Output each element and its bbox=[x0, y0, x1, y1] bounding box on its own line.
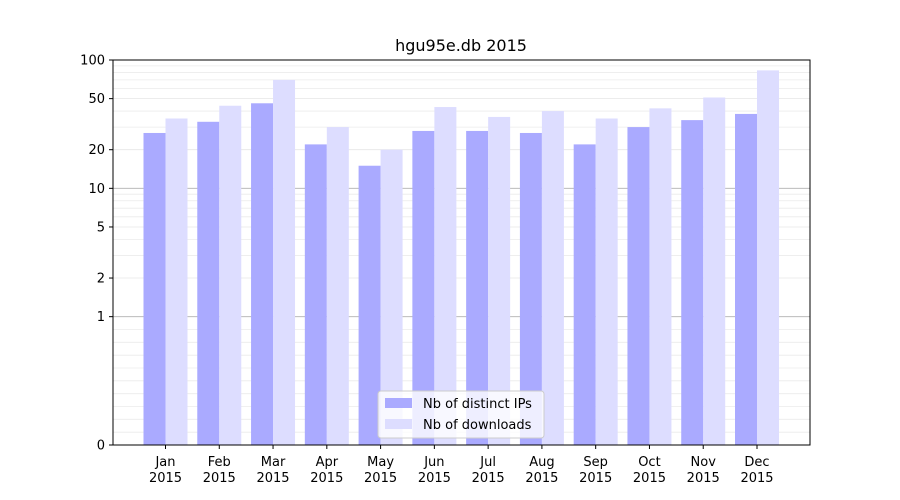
x-tick-label: 2015 bbox=[310, 471, 343, 486]
x-tick-label: Mar bbox=[261, 455, 286, 470]
bar-downloads bbox=[703, 97, 726, 445]
x-tick-label: 2015 bbox=[418, 471, 451, 486]
x-tick-label: 2015 bbox=[525, 471, 558, 486]
y-tick-label: 2 bbox=[97, 272, 105, 287]
x-tick-label: Jun bbox=[423, 455, 444, 470]
legend-box bbox=[377, 390, 545, 439]
x-tick-label: Nov bbox=[691, 455, 717, 470]
x-tick-label: 2015 bbox=[740, 471, 773, 486]
y-tick-label: 100 bbox=[80, 54, 105, 69]
chart-title: hgu95e.db 2015 bbox=[395, 36, 527, 55]
bar-distinct-ips bbox=[143, 132, 166, 446]
bar-downloads bbox=[757, 70, 779, 445]
x-tick-label: Jan bbox=[154, 455, 175, 470]
bar-distinct-ips bbox=[735, 113, 757, 446]
y-tick-label: 20 bbox=[88, 143, 105, 158]
x-tick-label: 2015 bbox=[364, 471, 397, 486]
bar-distinct-ips bbox=[251, 103, 274, 445]
bar-distinct-ips bbox=[681, 120, 704, 446]
x-tick-label: Aug bbox=[529, 455, 554, 470]
x-tick-label: Apr bbox=[316, 455, 339, 470]
legend: Nb of distinct IPs Nb of downloads bbox=[377, 390, 545, 439]
bar-downloads bbox=[595, 118, 618, 446]
bar-distinct-ips bbox=[304, 144, 327, 445]
bar-distinct-ips bbox=[358, 165, 381, 445]
bar-downloads bbox=[488, 116, 511, 446]
bar-downloads bbox=[326, 127, 349, 445]
bar-distinct-ips bbox=[197, 121, 220, 445]
x-tick-label: 2015 bbox=[203, 471, 236, 486]
x-tick-label: Oct bbox=[638, 455, 660, 470]
y-tick-label: 10 bbox=[88, 182, 105, 197]
bar-downloads bbox=[434, 107, 457, 446]
legend-label: Nb of downloads bbox=[423, 418, 532, 433]
x-axis: Jan2015Feb2015Mar2015Apr2015May2015Jun20… bbox=[149, 445, 774, 486]
bar-distinct-ips bbox=[412, 130, 435, 445]
bar-distinct-ips bbox=[627, 127, 650, 445]
bar-downloads bbox=[541, 111, 564, 445]
bar-downloads bbox=[219, 105, 242, 446]
x-tick-label: Sep bbox=[583, 455, 608, 470]
x-tick-label: Feb bbox=[208, 455, 231, 470]
y-tick-label: 1 bbox=[97, 310, 105, 325]
x-tick-label: 2015 bbox=[256, 471, 289, 486]
x-tick-label: May bbox=[367, 455, 394, 470]
bar-distinct-ips bbox=[466, 130, 489, 445]
x-tick-label: 2015 bbox=[149, 471, 182, 486]
y-tick-label: 0 bbox=[97, 439, 105, 454]
y-tick-label: 50 bbox=[88, 92, 105, 107]
bar-distinct-ips bbox=[519, 132, 542, 446]
x-tick-label: 2015 bbox=[579, 471, 612, 486]
bar-distinct-ips bbox=[573, 144, 596, 445]
bar-downloads bbox=[165, 118, 188, 446]
x-tick-label: Jul bbox=[479, 455, 496, 470]
bar-downloads bbox=[273, 79, 296, 445]
y-tick-label: 5 bbox=[97, 220, 105, 235]
legend-swatch bbox=[385, 398, 412, 408]
legend-swatch bbox=[385, 419, 412, 429]
bars bbox=[143, 70, 779, 446]
y-axis: 0 1 2 5 10 20 50 100 bbox=[80, 54, 113, 454]
x-tick-label: 2015 bbox=[687, 471, 720, 486]
legend-label: Nb of distinct IPs bbox=[423, 397, 532, 412]
x-tick-label: 2015 bbox=[633, 471, 666, 486]
x-tick-label: 2015 bbox=[472, 471, 505, 486]
x-tick-label: Dec bbox=[744, 455, 769, 470]
plot-frame bbox=[112, 59, 811, 446]
bar-downloads bbox=[380, 149, 403, 445]
bar-downloads bbox=[649, 108, 672, 446]
